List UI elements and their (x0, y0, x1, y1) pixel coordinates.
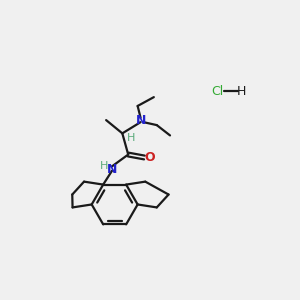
Text: H: H (100, 161, 108, 171)
Text: H: H (126, 133, 135, 143)
Text: O: O (144, 151, 155, 164)
Text: N: N (107, 163, 117, 176)
Text: N: N (135, 114, 146, 127)
Text: H: H (237, 85, 246, 98)
Text: Cl: Cl (212, 85, 224, 98)
